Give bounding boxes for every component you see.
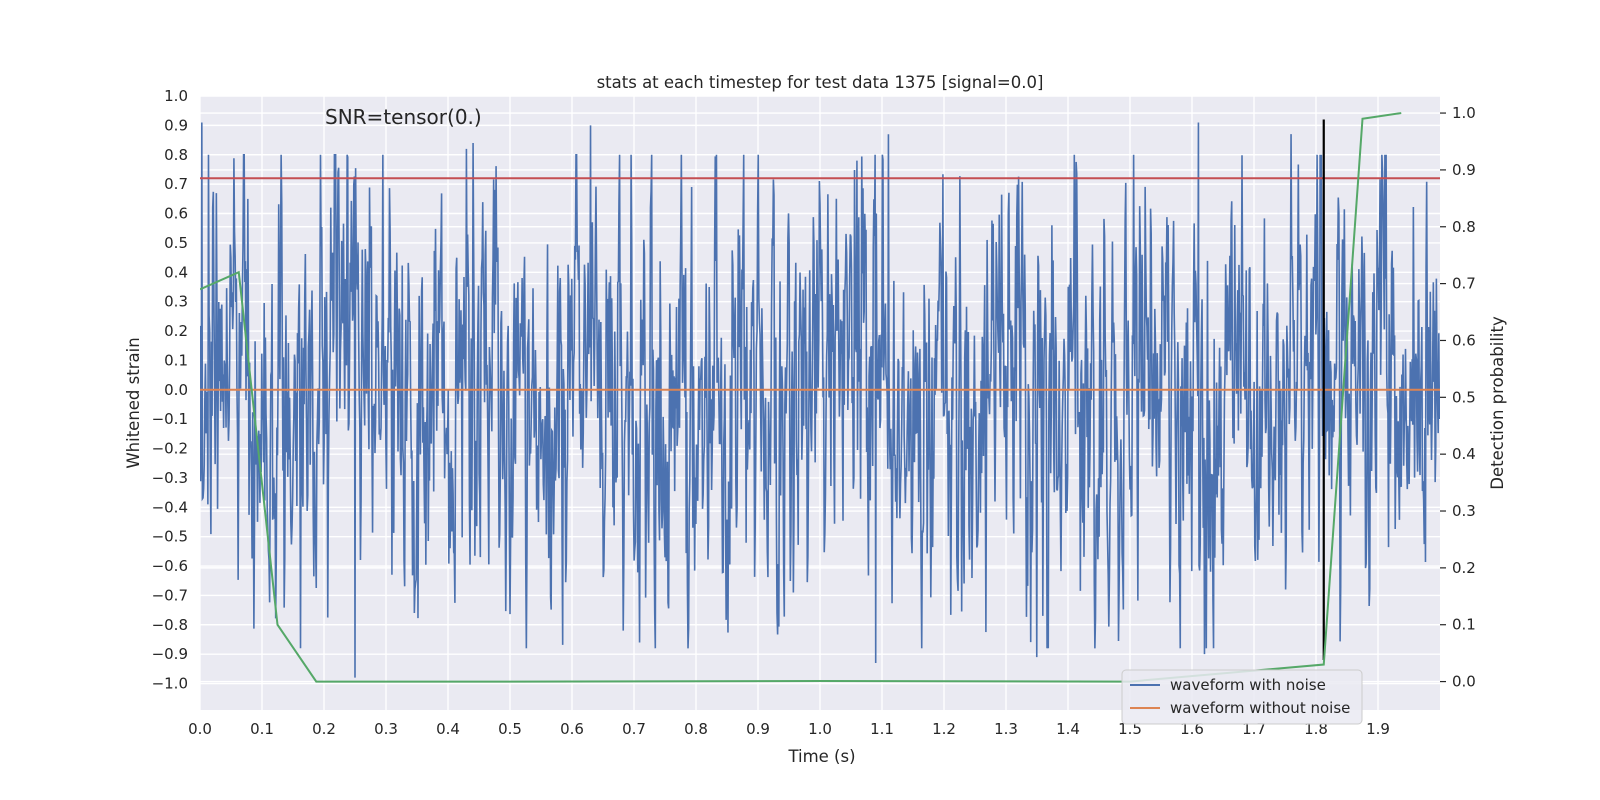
y-right-tick-label: 0.6 [1452, 331, 1476, 349]
y-left-tick-label: −0.7 [152, 586, 188, 604]
x-tick-label: 1.9 [1366, 720, 1390, 738]
y-left-tick-label: 0.2 [164, 322, 188, 340]
y-left-axis-ticks: 1.0 0.9 0.8 0.7 0.6 0.5 0.4 0.3 0.2 0.1 0.0 −0.1 −0.… [152, 87, 188, 693]
y-left-tick-label: 0.3 [164, 293, 188, 311]
y-right-tick-label: 0.1 [1452, 616, 1476, 634]
legend: waveform with noise waveform without noi… [1121, 669, 1363, 725]
y-left-tick-label: −0.8 [152, 616, 188, 634]
x-tick-label: 0.9 [746, 720, 770, 738]
y-left-tick-label: 0.6 [164, 205, 188, 223]
y-right-tick-label: 0.5 [1452, 388, 1476, 406]
y-left-axis-label: Whitened strain [124, 337, 143, 468]
x-tick-label: 1.4 [1056, 720, 1080, 738]
y-right-tick-label: 1.0 [1452, 104, 1476, 122]
y-left-tick-label: 0.1 [164, 351, 188, 369]
x-tick-label: 0.0 [188, 720, 212, 738]
y-left-tick-label: 0.7 [164, 175, 188, 193]
y-left-tick-label: 0.9 [164, 116, 188, 134]
snr-annotation: SNR=tensor(0.) [325, 105, 482, 129]
y-right-tick-label: 0.9 [1452, 161, 1476, 179]
y-right-axis-ticks: 1.0 0.9 0.8 0.7 0.6 0.5 0.4 0.3 0.2 0.1 0.0 [1440, 104, 1476, 691]
series-waveform-with-noise [200, 122, 1440, 678]
series-detection-probability [200, 112, 1402, 683]
x-tick-label: 0.6 [560, 720, 584, 738]
plot-content [200, 112, 1440, 683]
y-left-tick-label: 0.5 [164, 234, 188, 252]
x-tick-label: 0.3 [374, 720, 398, 738]
legend-label-noise: waveform with noise [1170, 676, 1326, 694]
x-tick-label: 0.8 [684, 720, 708, 738]
x-tick-label: 1.3 [994, 720, 1018, 738]
y-right-tick-label: 0.3 [1452, 502, 1476, 520]
y-right-tick-label: 0.8 [1452, 218, 1476, 236]
x-tick-label: 0.1 [250, 720, 274, 738]
x-tick-label: 0.2 [312, 720, 336, 738]
y-left-tick-label: −0.2 [152, 440, 188, 458]
chart-title: stats at each timestep for test data 137… [597, 73, 1044, 92]
legend-box [1121, 669, 1363, 725]
legend-label-clean: waveform without noise [1170, 699, 1350, 717]
x-tick-label: 1.0 [808, 720, 832, 738]
x-tick-label: 1.2 [932, 720, 956, 738]
y-left-tick-label: −0.5 [152, 528, 188, 546]
x-tick-label: 0.7 [622, 720, 646, 738]
x-tick-label: 1.1 [870, 720, 894, 738]
x-tick-label: 0.5 [498, 720, 522, 738]
y-left-tick-label: −0.9 [152, 645, 188, 663]
y-left-tick-label: −0.4 [152, 498, 188, 516]
y-right-axis-label: Detection probability [1488, 316, 1507, 490]
y-right-tick-label: 0.2 [1452, 559, 1476, 577]
y-left-tick-label: −0.6 [152, 557, 188, 575]
y-left-tick-label: 0.0 [164, 381, 188, 399]
y-left-tick-label: 0.4 [164, 263, 188, 281]
y-left-tick-label: −0.3 [152, 469, 188, 487]
y-right-tick-label: 0.0 [1452, 673, 1476, 691]
y-right-tick-label: 0.7 [1452, 275, 1476, 293]
y-left-tick-label: 0.8 [164, 146, 188, 164]
x-axis-label: Time (s) [787, 747, 855, 766]
y-left-tick-label: 1.0 [164, 87, 188, 105]
y-left-tick-label: −1.0 [152, 675, 188, 693]
y-left-tick-label: −0.1 [152, 410, 188, 428]
y-right-tick-label: 0.4 [1452, 445, 1476, 463]
x-tick-label: 0.4 [436, 720, 460, 738]
